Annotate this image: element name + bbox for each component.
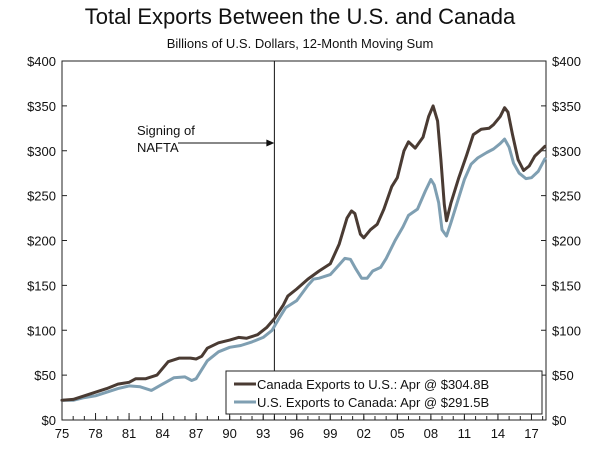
series-lines	[60, 104, 547, 402]
y-tick-label-left: $350	[27, 99, 56, 114]
legend: Canada Exports to U.S.: Apr @ $304.8B U.…	[225, 370, 543, 415]
annotation-arrowhead	[266, 139, 275, 147]
x-tick-label: 05	[390, 426, 404, 441]
y-tick-label-left: $200	[27, 234, 56, 249]
y-tick-label-left: $0	[42, 413, 56, 428]
x-tick-label: 02	[357, 426, 371, 441]
annotation-text-line-2: NAFTA	[137, 140, 179, 155]
y-tick-label-left: $250	[27, 189, 56, 204]
y-tick-label-left: $150	[27, 278, 56, 293]
y-tick-label-right: $0	[552, 413, 566, 428]
y-tick-label-left: $400	[27, 54, 56, 69]
y-tick-label-right: $400	[552, 54, 581, 69]
y-tick-label-right: $350	[552, 99, 581, 114]
x-tick-label: 84	[155, 426, 169, 441]
series-line-canada-exports	[60, 104, 547, 402]
legend-label-canada: Canada Exports to U.S.: Apr @ $304.8B	[257, 377, 489, 392]
y-tick-label-right: $250	[552, 189, 581, 204]
y-tick-label-right: $200	[552, 234, 581, 249]
y-tick-label-left: $50	[34, 368, 56, 383]
y-tick-label-right: $300	[552, 144, 581, 159]
x-tick-label: 14	[491, 426, 505, 441]
x-tick-label: 08	[424, 426, 438, 441]
x-tick-label: 78	[88, 426, 102, 441]
nafta-annotation: Signing of NAFTA	[137, 123, 275, 155]
y-tick-label-right: $100	[552, 323, 581, 338]
y-axis-left-labels: $0 $50 $100 $150 $200 $250 $300 $350 $400	[27, 54, 56, 428]
x-axis-labels: 75 78 81 84 87 90 93 96 99 02 05 08 11 14 17	[55, 426, 539, 441]
legend-box	[225, 370, 543, 415]
x-tick-label: 11	[458, 426, 472, 441]
x-tick-label: 90	[222, 426, 236, 441]
x-tick-label: 96	[290, 426, 304, 441]
axis-ticks	[61, 60, 546, 421]
annotation-text-line-1: Signing of	[137, 123, 195, 138]
x-tick-label: 87	[189, 426, 203, 441]
x-tick-label: 81	[122, 426, 136, 441]
x-tick-label: 75	[55, 426, 69, 441]
chart-title: Total Exports Between the U.S. and Canad…	[84, 4, 516, 29]
y-tick-label-left: $300	[27, 144, 56, 159]
series-line-us-exports	[60, 137, 547, 402]
x-tick-label: 17	[524, 426, 538, 441]
y-tick-label-left: $100	[27, 323, 56, 338]
chart-subtitle: Billions of U.S. Dollars, 12-Month Movin…	[166, 36, 434, 51]
plot-frame	[61, 60, 547, 421]
x-tick-label: 99	[323, 426, 337, 441]
y-tick-label-right: $150	[552, 278, 581, 293]
y-tick-label-right: $50	[552, 368, 574, 383]
legend-label-us: U.S. Exports to Canada: Apr @ $291.5B	[257, 395, 489, 410]
y-axis-right-labels: $0 $50 $100 $150 $200 $250 $300 $350 $400	[552, 54, 581, 428]
x-tick-label: 93	[256, 426, 270, 441]
